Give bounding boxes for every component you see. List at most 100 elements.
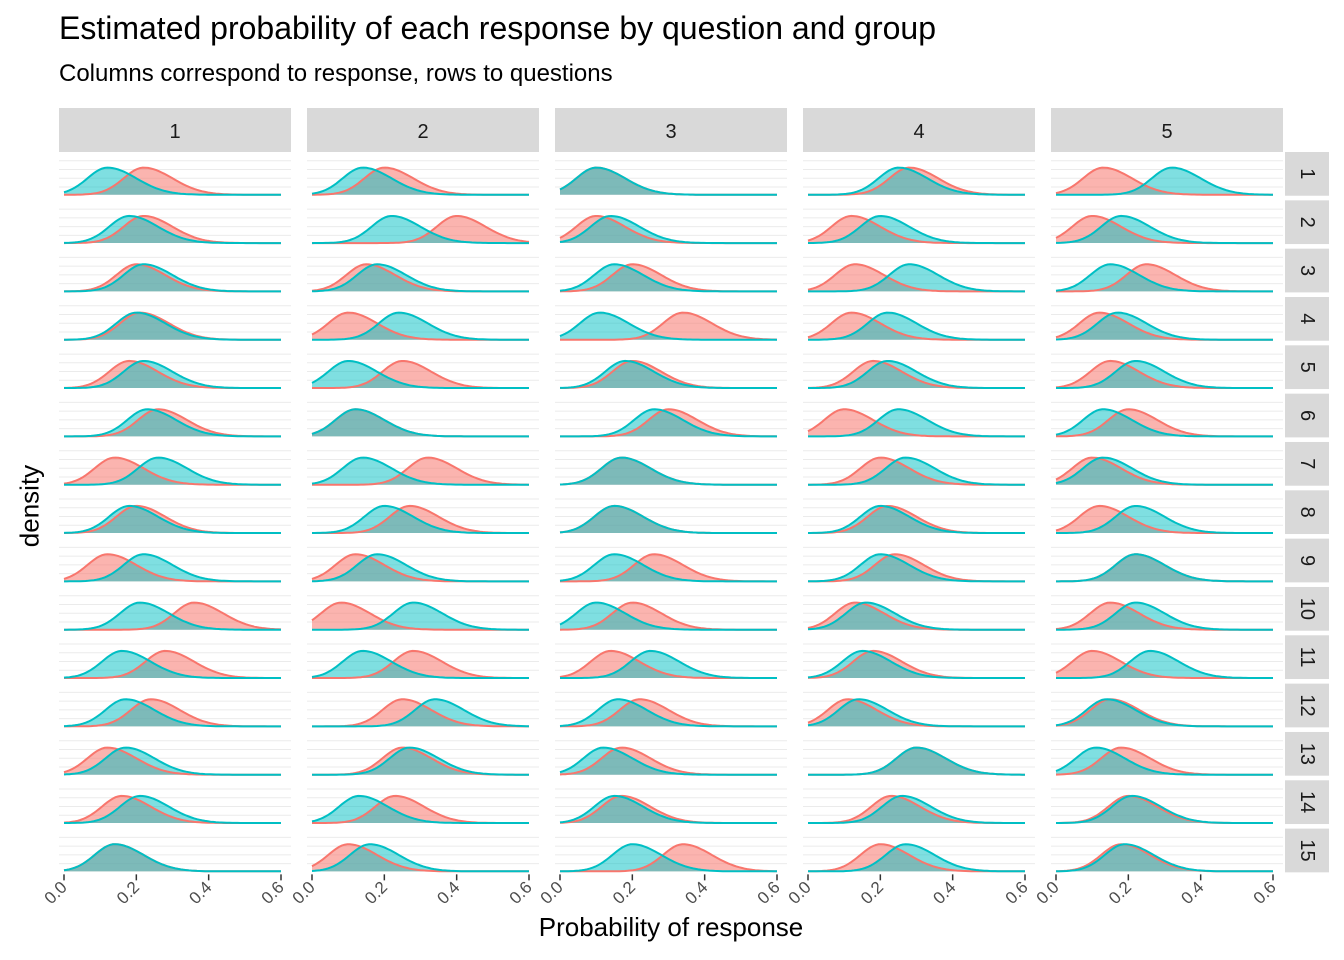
row-strip-label-8: 8: [1296, 507, 1318, 518]
row-strip-label-11: 11: [1296, 647, 1318, 668]
density-area-group-b-r7-c5: [1056, 457, 1273, 485]
density-line-group-b-r14-c5: [1056, 794, 1273, 824]
row-strip-8: [1285, 490, 1329, 535]
density-area-group-b-r5-c1: [64, 361, 281, 389]
density-line-group-b-r15-c4: [808, 843, 1025, 873]
row-strip-label-10: 10: [1296, 598, 1318, 620]
density-area-group-b-r6-c4: [808, 409, 1025, 437]
density-area-group-a-r8-c2: [312, 505, 529, 534]
density-area-group-b-r15-c5: [1056, 844, 1273, 872]
density-line-group-b-r4-c4: [808, 311, 1025, 341]
density-line-group-b-r5-c5: [1056, 360, 1273, 389]
density-area-group-b-r4-c4: [808, 312, 1025, 340]
density-area-group-b-r8-c2: [312, 505, 529, 534]
density-area-group-b-r11-c1: [64, 650, 281, 679]
density-line-group-b-r7-c1: [64, 456, 281, 486]
density-line-group-b-r11-c1: [63, 649, 281, 679]
density-area-group-b-r5-c2: [312, 361, 529, 389]
row-strip-11: [1285, 635, 1329, 680]
x-tick-label: 0.4: [929, 878, 959, 908]
density-line-group-b-r5-c4: [808, 360, 1025, 389]
density-area-group-b-r2-c2: [312, 216, 529, 244]
density-area-group-a-r11-c5: [1056, 650, 1273, 679]
x-tick-label: 0.0: [537, 878, 567, 908]
column-strip-4: [803, 108, 1035, 152]
row-strip-label-15: 15: [1296, 839, 1318, 861]
row-strip-4: [1285, 296, 1329, 341]
density-area-group-a-r4-c3: [560, 312, 777, 340]
density-area-group-b-r8-c3: [560, 505, 777, 534]
density-area-group-b-r14-c3: [560, 795, 777, 824]
density-line-group-b-r13-c1: [63, 746, 281, 776]
column-strip-label-5: 5: [1161, 121, 1172, 143]
x-tick-label: 0.4: [433, 878, 463, 908]
row-strip-14: [1285, 780, 1329, 825]
density-line-group-b-r13-c3: [559, 746, 777, 776]
density-line-group-a-r15-c3: [560, 843, 777, 873]
density-line-group-b-r10-c3: [559, 601, 777, 631]
density-area-group-b-r11-c4: [808, 650, 1025, 679]
density-line-group-b-r9-c4: [808, 553, 1025, 583]
density-line-group-b-r2-c2: [311, 215, 529, 245]
x-axis-label: Probability of response: [538, 912, 804, 942]
density-area-group-b-r1-c4: [808, 167, 1025, 195]
density-area-group-a-r15-c3: [560, 844, 777, 872]
density-area-group-b-r8-c5: [1056, 506, 1273, 534]
density-area-group-b-r2-c4: [808, 216, 1025, 244]
density-line-group-b-r12-c1: [63, 698, 281, 728]
density-line-group-b-r9-c3: [559, 553, 777, 583]
x-tick-label: 0.6: [1002, 878, 1032, 908]
density-area-group-b-r3-c1: [64, 264, 281, 292]
density-line-group-b-r2-c5: [1056, 214, 1273, 245]
density-line-group-b-r11-c3: [560, 649, 777, 679]
density-area-group-a-r11-c3: [560, 650, 777, 679]
row-strip-7: [1285, 441, 1329, 486]
column-strip-label-3: 3: [665, 121, 676, 143]
density-area-group-b-r1-c3: [560, 167, 777, 195]
density-area-group-a-r10-c2: [312, 602, 529, 630]
density-area-group-b-r5-c3: [560, 360, 777, 389]
density-line-group-b-r3-c5: [1055, 263, 1273, 293]
density-line-group-b-r10-c2: [312, 601, 529, 631]
x-tick-label: 0.6: [506, 878, 536, 908]
density-area-group-b-r12-c2: [312, 699, 529, 727]
row-strip-label-2: 2: [1296, 217, 1318, 228]
density-area-group-b-r8-c4: [808, 505, 1025, 534]
density-area-group-b-r5-c4: [808, 361, 1025, 389]
row-strip-label-14: 14: [1296, 791, 1318, 813]
density-line-group-b-r14-c4: [808, 794, 1025, 824]
density-line-group-b-r3-c3: [559, 263, 777, 293]
density-area-group-b-r6-c5: [1056, 409, 1273, 437]
density-line-group-b-r10-c4: [807, 601, 1025, 631]
density-area-group-b-r10-c4: [808, 602, 1025, 630]
density-line-group-b-r13-c5: [1055, 746, 1273, 776]
density-area-group-b-r11-c2: [312, 650, 529, 679]
density-line-group-a-r2-c2: [312, 215, 530, 245]
density-line-group-b-r5-c3: [560, 359, 777, 389]
density-area-group-a-r11-c1: [64, 650, 281, 679]
row-strip-9: [1285, 538, 1329, 583]
row-strip-label-6: 6: [1296, 410, 1318, 421]
density-line-group-b-r3-c2: [311, 263, 529, 293]
density-area-group-b-r11-c5: [1056, 650, 1273, 679]
density-area-group-b-r12-c4: [808, 699, 1025, 727]
density-area-group-a-r1-c5: [1056, 167, 1273, 195]
column-strip-1: [59, 108, 291, 152]
density-area-group-b-r10-c5: [1056, 602, 1273, 630]
density-line-group-b-r1-c2: [311, 166, 529, 196]
density-area-group-b-r8-c1: [64, 505, 281, 534]
row-strip-label-4: 4: [1296, 313, 1318, 324]
density-area-group-b-r7-c4: [808, 457, 1025, 485]
row-strip-label-9: 9: [1296, 555, 1318, 566]
density-area-group-a-r3-c4: [808, 264, 1025, 292]
density-line-group-b-r1-c5: [1056, 166, 1273, 196]
row-strip-label-3: 3: [1296, 265, 1318, 276]
density-line-group-b-r12-c5: [1055, 698, 1273, 728]
density-line-group-b-r6-c2: [311, 408, 529, 438]
density-line-group-b-r3-c1: [64, 263, 281, 293]
column-strip-5: [1051, 108, 1283, 152]
density-area-group-b-r3-c3: [560, 264, 777, 292]
density-area-group-b-r13-c5: [1056, 747, 1273, 775]
row-strip-label-7: 7: [1296, 458, 1318, 469]
